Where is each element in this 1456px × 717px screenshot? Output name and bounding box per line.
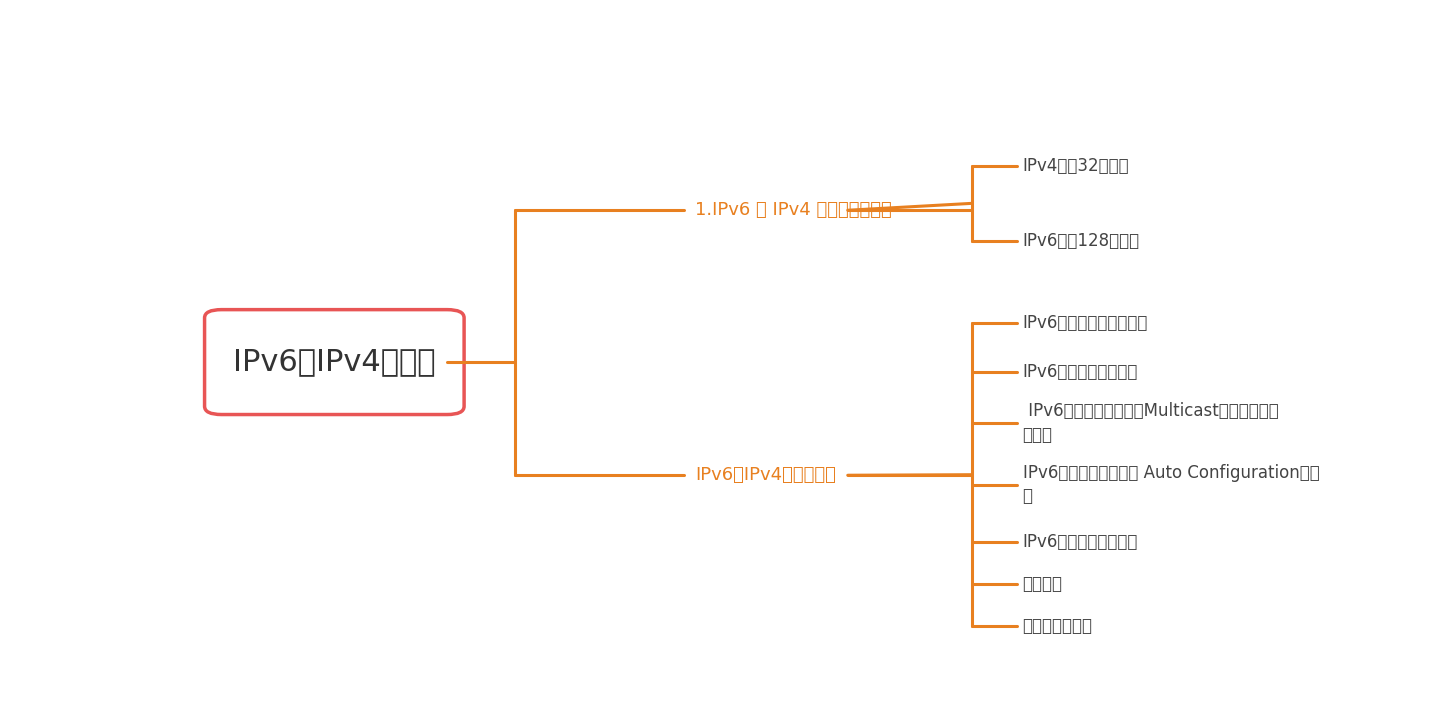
- Text: IPv6具有更大的地址空间: IPv6具有更大的地址空间: [1022, 315, 1147, 333]
- Text: 允许扩充: 允许扩充: [1022, 575, 1063, 593]
- Text: IPv6与IPv4的区别: IPv6与IPv4的区别: [233, 348, 435, 376]
- Text: 1.IPv6 与 IPv4 的地址语法区别: 1.IPv6 与 IPv4 的地址语法区别: [696, 201, 893, 219]
- Text: IPv6具有更高的安全性: IPv6具有更高的安全性: [1022, 533, 1139, 551]
- FancyBboxPatch shape: [204, 310, 464, 414]
- Text: IPv6增加了增强的组播Multicast支持以及对流
的支持: IPv6增加了增强的组播Multicast支持以及对流 的支持: [1022, 402, 1278, 444]
- Text: IPv6使用128位地址: IPv6使用128位地址: [1022, 232, 1140, 250]
- Text: IPv6与IPv4的技术区别: IPv6与IPv4的技术区别: [696, 466, 836, 484]
- Text: IPv6使用更小的路由表: IPv6使用更小的路由表: [1022, 363, 1139, 381]
- Text: IPv6加入了对自动配置 Auto Configuration的支
持: IPv6加入了对自动配置 Auto Configuration的支 持: [1022, 464, 1319, 505]
- Text: IPv4使用32位地址: IPv4使用32位地址: [1022, 157, 1130, 175]
- Text: 更好的头部格式: 更好的头部格式: [1022, 617, 1092, 635]
